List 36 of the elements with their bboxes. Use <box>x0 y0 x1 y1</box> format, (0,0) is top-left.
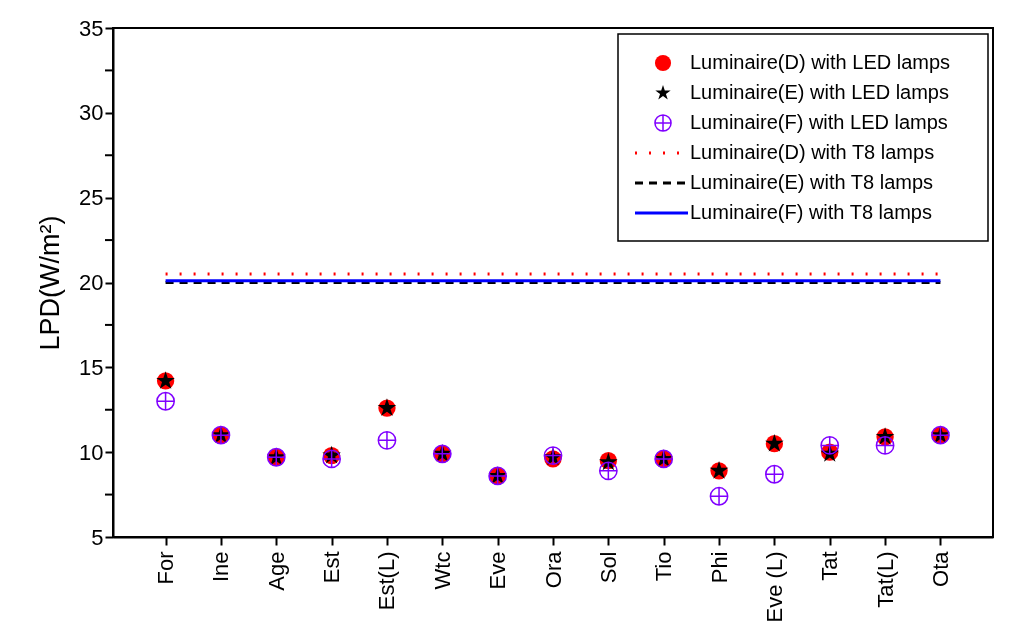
legend-label: Luminaire(E) with LED lamps <box>690 81 949 103</box>
legend-label: Luminaire(F) with LED lamps <box>690 111 948 133</box>
x-tick-label: Tio <box>651 551 677 582</box>
legend-label: Luminaire(D) with LED lamps <box>690 51 951 73</box>
x-tick-label: Est <box>319 551 345 584</box>
point <box>156 391 175 411</box>
x-tick-label: Eve <box>485 551 511 590</box>
x-tick-label: Tat <box>817 551 843 581</box>
point <box>820 435 840 455</box>
legend-label: Luminaire(F) with T8 lamps <box>690 201 932 223</box>
y-tick-label: 30 <box>79 100 104 126</box>
x-tick-label: Wtc <box>429 551 455 590</box>
x-tick-label: Sol <box>595 551 621 584</box>
x-tick-label: Tat(L) <box>872 551 898 608</box>
y-tick-label: 25 <box>79 185 104 211</box>
point <box>709 486 729 506</box>
x-tick-label: Ine <box>208 551 234 583</box>
x-tick-label: Phi <box>706 551 732 584</box>
x-tick-label: For <box>153 551 179 585</box>
x-tick-label: Est(L) <box>374 551 400 611</box>
point <box>875 435 895 455</box>
point <box>764 464 784 484</box>
y-tick-label: 35 <box>79 15 104 41</box>
y-tick-label: 20 <box>79 270 104 295</box>
legend-label: Luminaire(D) with T8 lamps <box>690 141 935 163</box>
x-tick-label: Age <box>263 551 289 591</box>
point <box>377 430 397 450</box>
x-tick-label: Eve (L) <box>761 551 787 623</box>
point <box>598 461 618 481</box>
x-tick-label: Ota <box>927 550 953 587</box>
y-tick-label: 5 <box>91 524 104 550</box>
y-tick-label: 15 <box>79 354 104 380</box>
y-tick-label: 10 <box>79 439 104 465</box>
legend-label: Luminaire(E) with T8 lamps <box>690 171 934 193</box>
y-axis-title: LPD(W/m²) <box>35 215 66 351</box>
x-tick-label: Ora <box>540 550 566 589</box>
